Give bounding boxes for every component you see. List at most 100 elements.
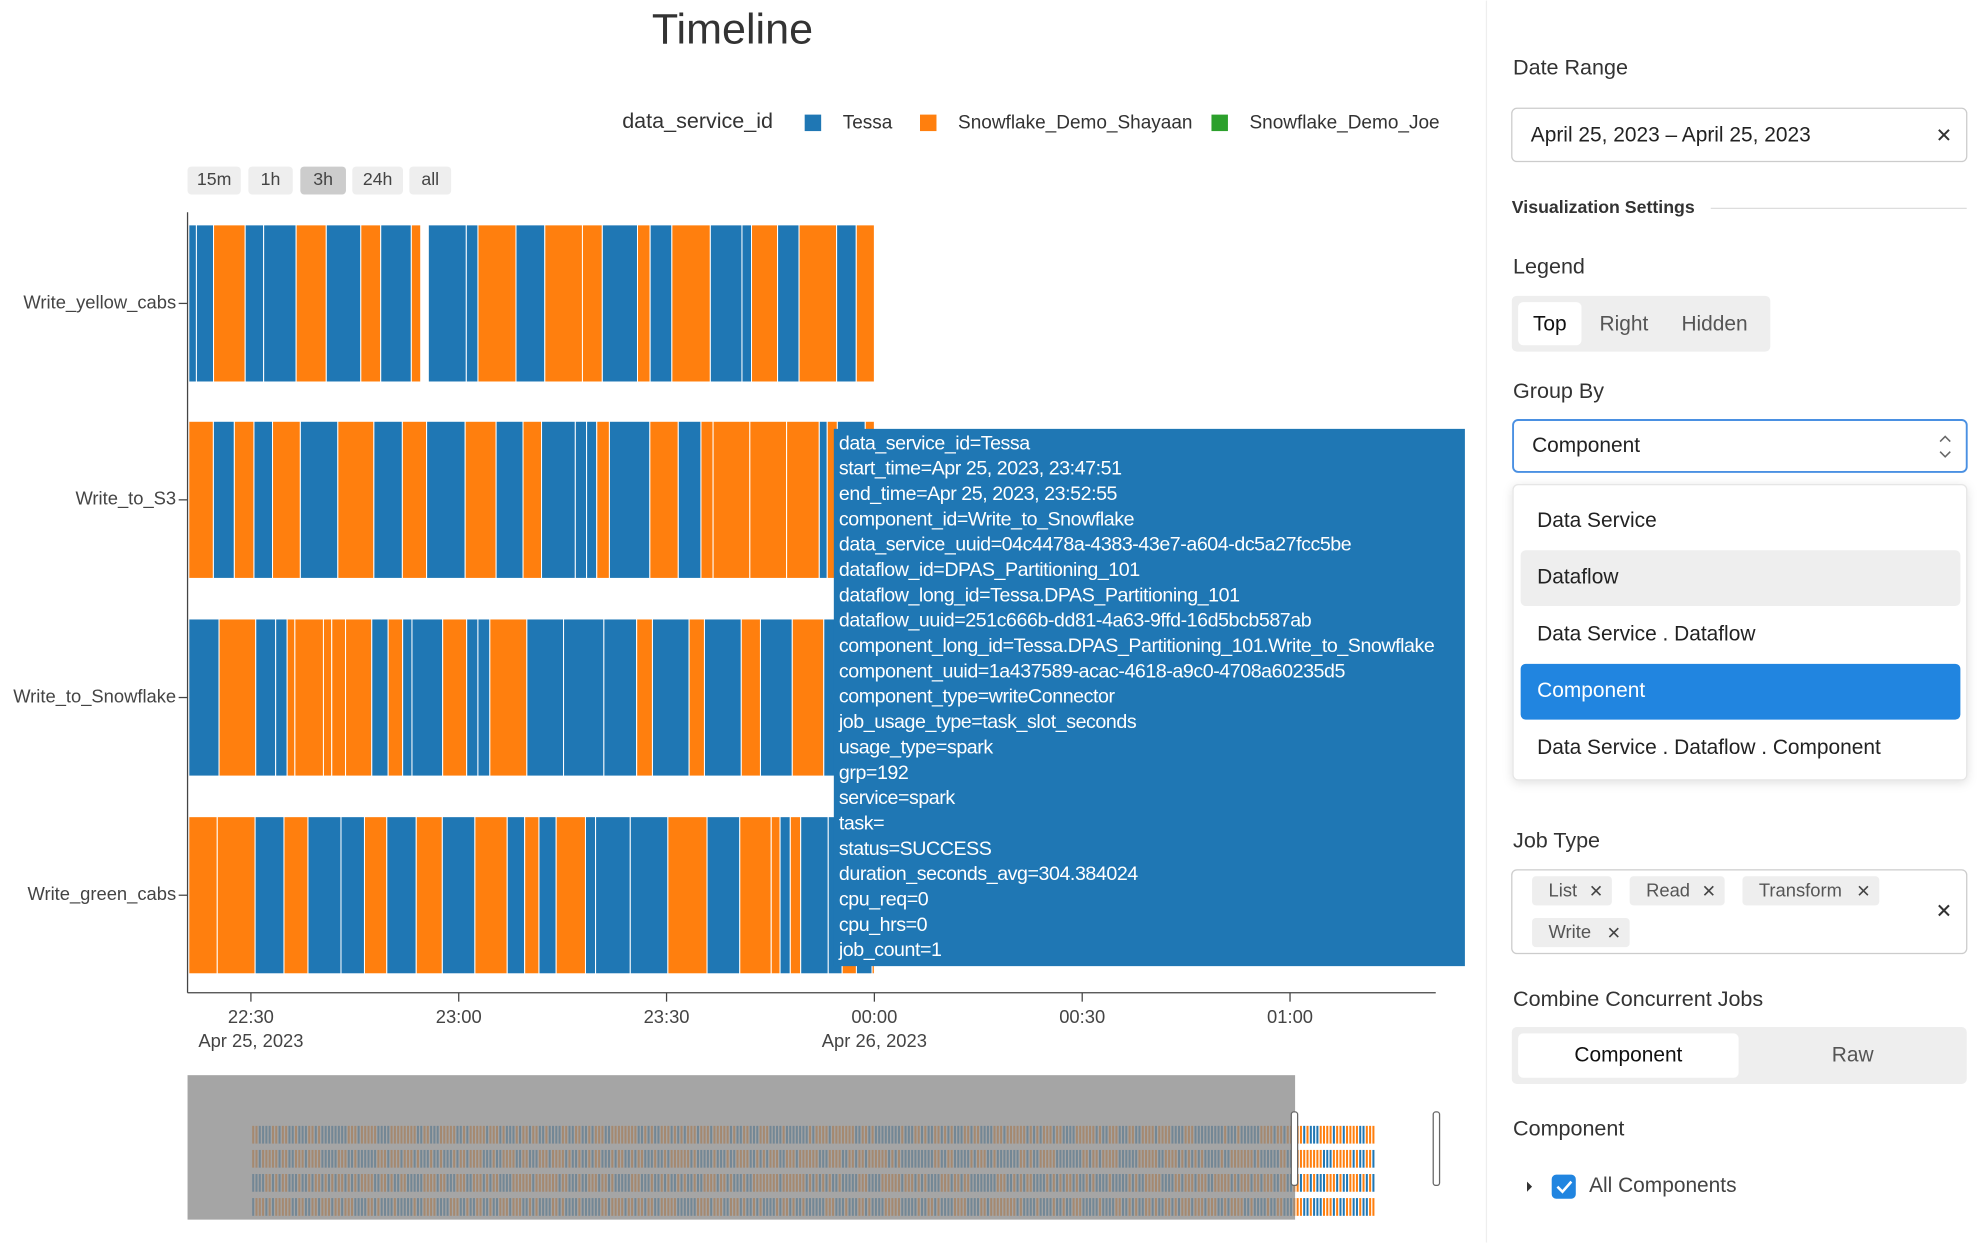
job-bar bbox=[331, 618, 347, 777]
job-bar bbox=[595, 816, 631, 975]
job-bar bbox=[800, 816, 829, 975]
range-button[interactable] bbox=[352, 166, 403, 195]
job-bar bbox=[363, 816, 388, 975]
tag-label: Write bbox=[1549, 921, 1592, 942]
job-bar bbox=[387, 618, 404, 777]
mini-bar bbox=[1352, 1125, 1355, 1144]
checkbox[interactable] bbox=[1551, 1174, 1576, 1199]
job-bar bbox=[294, 618, 324, 777]
range-button[interactable] bbox=[187, 166, 241, 195]
job-bar bbox=[636, 618, 653, 777]
tag bbox=[1629, 876, 1725, 906]
job-bar bbox=[195, 224, 215, 383]
tag-label: Transform bbox=[1759, 879, 1842, 900]
mini-bar bbox=[1365, 1198, 1368, 1216]
job-bar bbox=[786, 420, 820, 579]
job-bar bbox=[415, 816, 443, 975]
segment-label[interactable]: Component bbox=[1574, 1044, 1682, 1067]
job-bar bbox=[603, 618, 638, 777]
legend-label: Snowflake_Demo_Joe bbox=[1249, 112, 1439, 133]
mini-bar bbox=[1316, 1149, 1319, 1168]
job-bar bbox=[325, 224, 362, 383]
mini-bar bbox=[1316, 1125, 1319, 1144]
segment-label[interactable]: Top bbox=[1533, 312, 1567, 335]
mini-bar bbox=[1306, 1125, 1309, 1144]
job-bar bbox=[426, 420, 466, 579]
job-bar bbox=[741, 224, 753, 383]
job-bar bbox=[254, 816, 285, 975]
segment-label[interactable]: Hidden bbox=[1681, 312, 1747, 335]
y-tick-label: Write_to_Snowflake bbox=[13, 685, 176, 707]
tooltip-line: cpu_hrs=0 bbox=[839, 914, 928, 936]
tooltip-line: component_uuid=1a437589-acac-4618-a9c0-4… bbox=[839, 660, 1346, 682]
job-bar bbox=[538, 816, 557, 975]
field-label: Component bbox=[1513, 1116, 1624, 1140]
segment-active[interactable] bbox=[1518, 302, 1582, 346]
job-bar bbox=[477, 618, 491, 777]
job-bar bbox=[555, 816, 586, 975]
job-bar bbox=[526, 618, 565, 777]
dropdown-option[interactable]: Dataflow bbox=[1537, 566, 1619, 589]
clear-icon[interactable] bbox=[1938, 904, 1950, 917]
segment-label[interactable]: Right bbox=[1600, 312, 1649, 335]
dropdown-option[interactable]: Component bbox=[1537, 679, 1645, 702]
range-button-label: 15m bbox=[197, 169, 232, 189]
mini-bar bbox=[1355, 1125, 1358, 1144]
segment-active[interactable] bbox=[1518, 1033, 1739, 1078]
mini-bar bbox=[1349, 1125, 1352, 1144]
tag-label: List bbox=[1549, 879, 1578, 900]
mini-bar bbox=[1299, 1174, 1302, 1192]
tooltip-line: service=spark bbox=[839, 787, 955, 809]
range-button[interactable] bbox=[248, 166, 293, 195]
date-input[interactable] bbox=[1511, 107, 1968, 163]
job-bar bbox=[495, 420, 524, 579]
tag-remove[interactable] bbox=[1858, 885, 1869, 896]
job-bar bbox=[373, 420, 403, 579]
y-tick-label: Write_yellow_cabs bbox=[23, 291, 176, 313]
tag-remove[interactable] bbox=[1608, 927, 1619, 938]
job-bar bbox=[563, 618, 605, 777]
mini-bar bbox=[1306, 1149, 1309, 1168]
mini-bar bbox=[1326, 1125, 1329, 1144]
dropdown-option[interactable]: Data Service . Dataflow . Component bbox=[1537, 736, 1881, 759]
range-button-label: 24h bbox=[363, 169, 393, 189]
range-handle[interactable] bbox=[1432, 1111, 1441, 1187]
tooltip-line: job_count=1 bbox=[838, 939, 942, 961]
mini-bar bbox=[1296, 1198, 1299, 1216]
tooltip-line: job_usage_type=task_slot_seconds bbox=[838, 711, 1137, 733]
tag-remove[interactable] bbox=[1591, 885, 1602, 896]
mini-bar bbox=[1329, 1125, 1332, 1144]
option-hover bbox=[1520, 550, 1961, 607]
segment-label[interactable]: Raw bbox=[1832, 1044, 1875, 1067]
legend-label: Tessa bbox=[843, 112, 893, 133]
job-bar bbox=[709, 224, 743, 383]
job-bar bbox=[649, 224, 673, 383]
expand-icon[interactable] bbox=[1526, 1181, 1533, 1192]
range-button-label: all bbox=[421, 169, 439, 189]
mini-bar bbox=[1326, 1174, 1329, 1192]
dropdown-option[interactable]: Data Service bbox=[1537, 509, 1657, 532]
job-bar bbox=[295, 224, 327, 383]
job-bar bbox=[515, 224, 546, 383]
tag-remove[interactable] bbox=[1703, 885, 1714, 896]
mini-bar bbox=[1369, 1198, 1372, 1216]
dropdown-option[interactable]: Data Service . Dataflow bbox=[1537, 622, 1756, 645]
job-bar bbox=[522, 420, 543, 579]
clear-icon[interactable] bbox=[1938, 129, 1950, 141]
mini-bar bbox=[1365, 1125, 1368, 1144]
job-bar bbox=[244, 224, 265, 383]
job-bar bbox=[441, 816, 476, 975]
range-handle[interactable] bbox=[1290, 1111, 1299, 1187]
select[interactable] bbox=[1512, 419, 1968, 473]
mini-bar bbox=[1309, 1198, 1312, 1216]
job-bar bbox=[581, 224, 603, 383]
y-tick-label: Write_green_cabs bbox=[27, 883, 176, 905]
range-button[interactable] bbox=[409, 166, 452, 195]
job-bar bbox=[410, 224, 422, 383]
field-label: Legend bbox=[1513, 255, 1585, 279]
range-button[interactable] bbox=[300, 166, 346, 195]
mini-bar bbox=[1329, 1174, 1332, 1192]
job-bar bbox=[677, 420, 702, 579]
job-bar bbox=[608, 420, 651, 579]
